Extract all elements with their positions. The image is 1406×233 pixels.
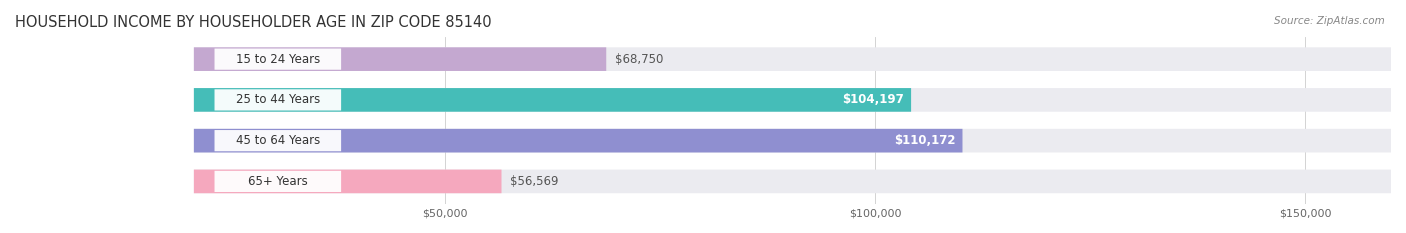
- Text: $104,197: $104,197: [842, 93, 904, 106]
- Text: HOUSEHOLD INCOME BY HOUSEHOLDER AGE IN ZIP CODE 85140: HOUSEHOLD INCOME BY HOUSEHOLDER AGE IN Z…: [15, 15, 492, 30]
- Text: $68,750: $68,750: [614, 53, 662, 66]
- Text: $110,172: $110,172: [894, 134, 956, 147]
- FancyBboxPatch shape: [194, 47, 606, 71]
- FancyBboxPatch shape: [194, 47, 1391, 71]
- FancyBboxPatch shape: [194, 88, 911, 112]
- FancyBboxPatch shape: [194, 88, 1391, 112]
- Text: $56,569: $56,569: [510, 175, 558, 188]
- FancyBboxPatch shape: [215, 89, 342, 110]
- FancyBboxPatch shape: [194, 170, 502, 193]
- FancyBboxPatch shape: [215, 171, 342, 192]
- Text: 15 to 24 Years: 15 to 24 Years: [236, 53, 321, 66]
- FancyBboxPatch shape: [194, 170, 1391, 193]
- FancyBboxPatch shape: [215, 48, 342, 70]
- FancyBboxPatch shape: [215, 130, 342, 151]
- Text: 25 to 44 Years: 25 to 44 Years: [236, 93, 321, 106]
- FancyBboxPatch shape: [194, 129, 1391, 152]
- Text: Source: ZipAtlas.com: Source: ZipAtlas.com: [1274, 16, 1385, 26]
- Text: 45 to 64 Years: 45 to 64 Years: [236, 134, 321, 147]
- FancyBboxPatch shape: [194, 129, 963, 152]
- Text: 65+ Years: 65+ Years: [247, 175, 308, 188]
